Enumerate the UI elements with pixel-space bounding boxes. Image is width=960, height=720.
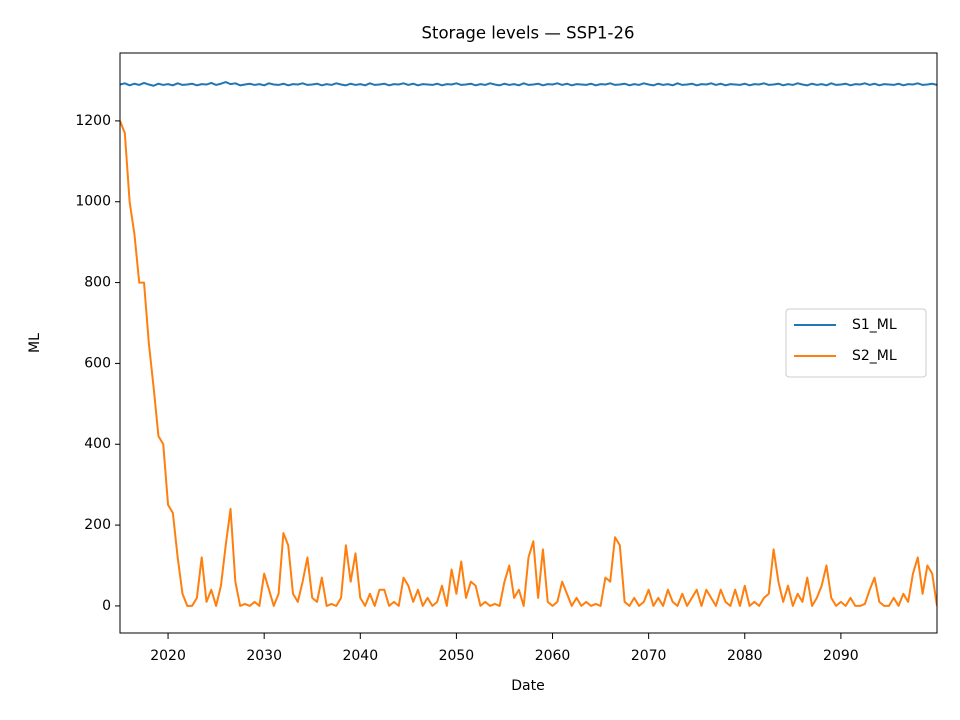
legend-label: S2_ML: [852, 348, 897, 364]
x-axis-label: Date: [511, 678, 544, 694]
x-tick-label: 2040: [342, 648, 378, 664]
x-tick-label: 2070: [631, 648, 667, 664]
chart-title: Storage levels — SSP1-26: [422, 24, 635, 43]
x-tick-label: 2020: [150, 648, 186, 664]
x-tick-label: 2050: [439, 648, 475, 664]
legend-label: S1_ML: [852, 317, 897, 333]
y-tick-label: 400: [84, 436, 111, 452]
x-tick-label: 2080: [727, 648, 763, 664]
data-line: [120, 81, 937, 87]
x-tick-label: 2090: [823, 648, 859, 664]
y-tick-label: 1200: [75, 113, 111, 129]
data-line: [120, 120, 937, 607]
plot-frame: [119, 52, 938, 634]
y-tick-label: 0: [102, 598, 111, 614]
y-tick-label: 200: [84, 517, 111, 533]
x-tick-label: 2030: [246, 648, 282, 664]
y-tick-label: 800: [84, 275, 111, 291]
y-tick-label: 600: [84, 355, 111, 371]
y-tick-label: 1000: [75, 194, 111, 210]
y-axis-label: ML: [27, 333, 43, 353]
x-tick-label: 2060: [535, 648, 571, 664]
